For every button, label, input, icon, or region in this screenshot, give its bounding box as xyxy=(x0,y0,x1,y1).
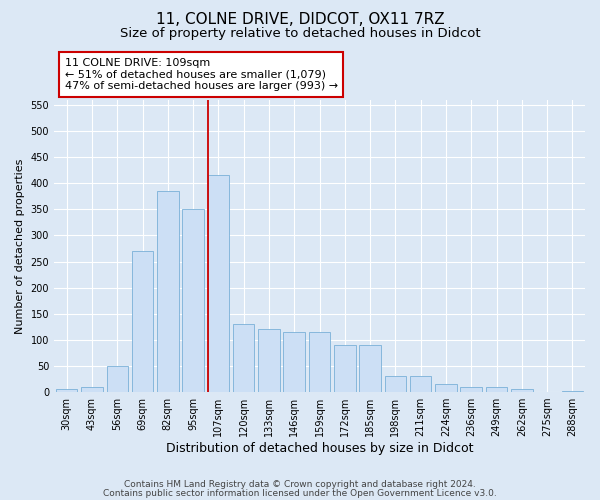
Bar xyxy=(208,176,229,392)
Bar xyxy=(233,324,254,392)
Bar xyxy=(511,390,533,392)
Bar xyxy=(435,384,457,392)
Text: Contains HM Land Registry data © Crown copyright and database right 2024.: Contains HM Land Registry data © Crown c… xyxy=(124,480,476,489)
Bar xyxy=(460,387,482,392)
Bar xyxy=(309,332,330,392)
Bar xyxy=(107,366,128,392)
Bar xyxy=(81,387,103,392)
Bar xyxy=(182,210,204,392)
Bar xyxy=(562,390,583,392)
Text: Contains public sector information licensed under the Open Government Licence v3: Contains public sector information licen… xyxy=(103,488,497,498)
Bar xyxy=(385,376,406,392)
Bar xyxy=(258,330,280,392)
Bar xyxy=(132,251,153,392)
Text: Size of property relative to detached houses in Didcot: Size of property relative to detached ho… xyxy=(119,28,481,40)
Bar xyxy=(157,191,179,392)
Bar xyxy=(410,376,431,392)
Bar xyxy=(283,332,305,392)
Bar xyxy=(334,345,356,392)
Y-axis label: Number of detached properties: Number of detached properties xyxy=(15,158,25,334)
X-axis label: Distribution of detached houses by size in Didcot: Distribution of detached houses by size … xyxy=(166,442,473,455)
Bar xyxy=(56,390,77,392)
Bar xyxy=(359,345,381,392)
Text: 11, COLNE DRIVE, DIDCOT, OX11 7RZ: 11, COLNE DRIVE, DIDCOT, OX11 7RZ xyxy=(155,12,445,28)
Text: 11 COLNE DRIVE: 109sqm
← 51% of detached houses are smaller (1,079)
47% of semi-: 11 COLNE DRIVE: 109sqm ← 51% of detached… xyxy=(65,58,338,91)
Bar xyxy=(486,387,507,392)
